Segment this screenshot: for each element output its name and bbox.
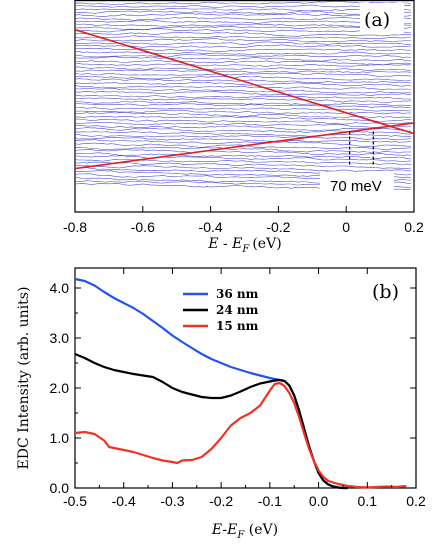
x-tick-label: -0.2 bbox=[266, 219, 290, 235]
fit-line bbox=[74, 122, 415, 170]
panel-a-label-background bbox=[360, 3, 404, 33]
legend-label: 15 nm bbox=[216, 319, 259, 333]
edc-trace bbox=[74, 97, 412, 104]
edc-trace bbox=[74, 28, 412, 33]
edc-trace bbox=[74, 85, 412, 90]
edc-trace bbox=[74, 1, 412, 5]
y-tick-label: 3.0 bbox=[50, 330, 70, 346]
edc-trace bbox=[74, 103, 412, 109]
x-tick-label: 0.2 bbox=[404, 219, 424, 235]
panel-a-fit-lines bbox=[74, 28, 415, 170]
edc-trace bbox=[74, 109, 412, 115]
panel-a-dashed-markers bbox=[348, 131, 374, 166]
x-tick-label: 0.1 bbox=[358, 493, 378, 509]
edc-trace bbox=[74, 115, 412, 122]
edc-trace bbox=[74, 16, 412, 21]
panel-a-label: (a) bbox=[364, 9, 390, 31]
panel-b-ticks: -0.5 -0.4 -0.3 -0.2 -0.1 0.0 0.1 0.2 0.0 1.0 2.0 3.… bbox=[50, 268, 426, 509]
edc-trace bbox=[74, 66, 412, 72]
panel-b-label: (b) bbox=[372, 281, 399, 303]
edc-trace bbox=[74, 72, 412, 77]
fit-line bbox=[74, 28, 415, 135]
edc-trace bbox=[74, 3, 412, 8]
edc-trace bbox=[74, 164, 411, 172]
annotation-70-mev: 70 meV bbox=[330, 178, 382, 195]
edc-trace bbox=[74, 139, 412, 148]
edc-trace bbox=[74, 90, 412, 97]
edc-trace bbox=[74, 124, 411, 132]
edc-trace bbox=[74, 7, 412, 12]
x-tick-label: -0.5 bbox=[63, 493, 87, 509]
panel-b-series bbox=[74, 277, 407, 490]
x-tick-label: -0.2 bbox=[209, 493, 233, 509]
edc-trace bbox=[74, 94, 412, 100]
x-tick-label: -0.1 bbox=[258, 493, 282, 509]
panel-a-frame bbox=[74, 0, 415, 213]
panel-b-frame bbox=[74, 267, 417, 489]
edc-trace bbox=[74, 60, 412, 66]
edc-trace bbox=[74, 100, 412, 106]
panel-a-ticks: -0.8 -0.6 -0.4 -0.2 0 0.2 bbox=[63, 206, 424, 235]
edc-trace bbox=[74, 47, 412, 52]
x-tick-label: 0.0 bbox=[309, 493, 329, 509]
series-line-36-nm bbox=[74, 277, 348, 490]
x-tick-label: -0.6 bbox=[131, 219, 155, 235]
edc-trace bbox=[74, 69, 412, 74]
x-tick-label: 0.2 bbox=[406, 493, 426, 509]
edc-trace bbox=[74, 121, 412, 128]
edc-trace bbox=[74, 31, 412, 37]
series-line-24-nm bbox=[74, 352, 348, 490]
y-tick-label: 4.0 bbox=[50, 280, 70, 296]
edc-trace bbox=[74, 13, 412, 17]
edc-trace bbox=[74, 23, 412, 28]
legend-label: 24 nm bbox=[216, 303, 259, 317]
panel-b-y-axis-title: EDC Intensity (arb. units) bbox=[16, 287, 32, 470]
y-tick-label: 2.0 bbox=[50, 380, 70, 396]
annotation-background bbox=[320, 172, 394, 194]
edc-trace bbox=[74, 75, 412, 82]
series-line-15-nm bbox=[74, 381, 407, 489]
edc-trace bbox=[74, 161, 412, 169]
x-tick-label: -0.3 bbox=[160, 493, 184, 509]
edc-trace bbox=[74, 152, 412, 160]
panel-a: (a) 70 meV -0.8 -0.6 -0.4 -0.2 0 0.2 E - EF (e… bbox=[63, 0, 424, 255]
edc-trace bbox=[74, 63, 412, 67]
edc-trace bbox=[74, 136, 412, 143]
edc-trace bbox=[74, 155, 412, 162]
legend-label: 36 nm bbox=[216, 287, 259, 301]
edc-trace bbox=[74, 118, 412, 125]
y-tick-label: 0.0 bbox=[50, 480, 70, 496]
edc-trace bbox=[74, 10, 412, 15]
edc-trace bbox=[75, 107, 412, 112]
panel-a-x-axis-title: E - EF (eV) bbox=[207, 236, 281, 255]
edc-trace bbox=[75, 127, 412, 135]
edc-trace bbox=[74, 20, 412, 25]
edc-trace bbox=[74, 158, 412, 165]
edc-trace bbox=[74, 81, 412, 87]
edc-trace bbox=[74, 146, 412, 153]
x-tick-label: -0.8 bbox=[63, 219, 87, 235]
panel-b-legend: 36 nm 24 nm 15 nm bbox=[183, 287, 259, 333]
x-tick-label: -0.4 bbox=[112, 493, 136, 509]
edc-trace bbox=[74, 41, 412, 45]
edc-trace bbox=[74, 56, 412, 62]
edc-trace bbox=[74, 148, 412, 156]
panel-b: -0.5 -0.4 -0.3 -0.2 -0.1 0.0 0.1 0.2 0.0 1.0 2.0 3.… bbox=[16, 267, 426, 541]
edc-trace bbox=[74, 131, 411, 137]
edc-trace bbox=[74, 87, 412, 94]
edc-trace bbox=[74, 54, 412, 58]
y-tick-label: 1.0 bbox=[50, 430, 70, 446]
edc-trace bbox=[74, 38, 411, 43]
panel-b-x-axis-title: E-EF (eV) bbox=[211, 522, 278, 541]
x-tick-label: -0.4 bbox=[199, 219, 223, 235]
edc-trace bbox=[74, 134, 412, 140]
x-tick-label: 0 bbox=[342, 219, 350, 235]
edc-trace bbox=[74, 35, 412, 40]
edc-trace bbox=[74, 51, 412, 55]
